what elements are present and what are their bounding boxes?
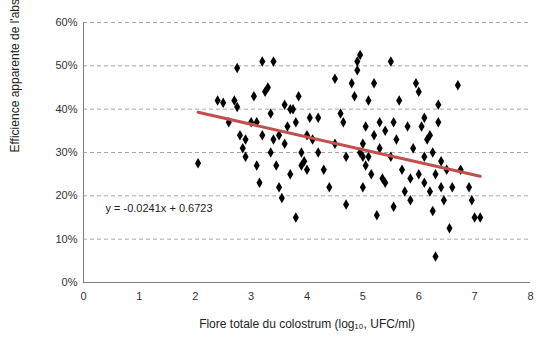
svg-text:5: 5 xyxy=(360,290,366,302)
svg-text:50%: 50% xyxy=(55,59,77,71)
svg-text:30%: 30% xyxy=(55,146,77,158)
svg-text:10%: 10% xyxy=(55,233,77,245)
svg-text:y = -0.0241x + 0.6723: y = -0.0241x + 0.6723 xyxy=(106,202,213,214)
svg-text:0%: 0% xyxy=(62,276,78,288)
svg-text:2: 2 xyxy=(192,290,198,302)
svg-text:20%: 20% xyxy=(55,189,77,201)
svg-text:6: 6 xyxy=(416,290,422,302)
svg-text:1: 1 xyxy=(136,290,142,302)
svg-text:8: 8 xyxy=(527,290,533,302)
svg-text:Efficience apparente de l'abso: Efficience apparente de l'absorption de … xyxy=(8,0,22,153)
svg-text:60%: 60% xyxy=(55,16,77,28)
svg-text:7: 7 xyxy=(472,290,478,302)
svg-text:4: 4 xyxy=(304,290,310,302)
svg-text:3: 3 xyxy=(248,290,254,302)
svg-text:0: 0 xyxy=(80,290,86,302)
svg-text:40%: 40% xyxy=(55,103,77,115)
svg-text:Flore totale du colostrum (log: Flore totale du colostrum (log₁₀, UFC/ml… xyxy=(199,317,415,331)
